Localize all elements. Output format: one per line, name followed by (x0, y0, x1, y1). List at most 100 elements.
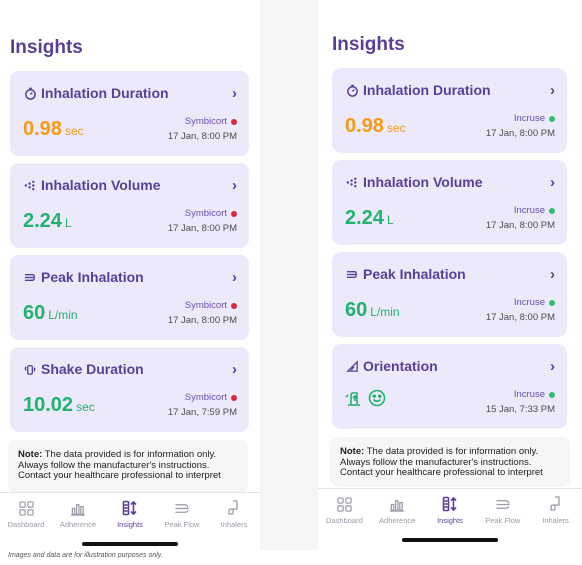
footnote: Images and data are for illustration pur… (8, 552, 163, 559)
status-dot (231, 118, 237, 125)
medication-name: Incruse (513, 113, 545, 124)
timestamp: 17 Jan, 8:00 PM (485, 220, 555, 231)
metric-value: 2.24 (23, 210, 62, 232)
phone-screen-left: Insights Inhalation Duration › 0.98 sec … (0, 0, 260, 550)
status-dot (231, 210, 237, 217)
card-peak-inhalation[interactable]: Peak Inhalation › 60 L/min Incruse 17 Ja… (332, 252, 567, 337)
card-peak-inhalation[interactable]: Peak Inhalation › 60 L/min Symbicort 17 … (10, 255, 249, 340)
card-inhalation-volume[interactable]: Inhalation Volume › 2.24 L Incruse 17 Ja… (332, 160, 567, 245)
stopwatch-icon (23, 86, 37, 100)
nav-inhalers[interactable]: Inhalers (208, 493, 260, 534)
chevron-right-icon[interactable]: › (232, 177, 237, 194)
card-title: Inhalation Volume (41, 177, 161, 193)
grid-icon (17, 499, 35, 517)
bar-chart-icon (388, 495, 406, 513)
card-title: Inhalation Duration (41, 85, 169, 101)
nav-dashboard[interactable]: Dashboard (0, 493, 52, 534)
inhaler-icon (225, 499, 243, 517)
metric-unit: sec (386, 121, 406, 135)
card-title: Inhalation Duration (363, 82, 491, 98)
status-dot (231, 302, 237, 309)
status-dot (549, 391, 555, 398)
inhaler-icon (547, 495, 565, 513)
card-inhalation-duration[interactable]: Inhalation Duration › 0.98 sec Symbicort… (10, 71, 249, 156)
metric-value: 0.98 (23, 118, 62, 140)
timestamp: 17 Jan, 8:00 PM (485, 312, 555, 323)
insights-icon (441, 495, 459, 513)
medication-name: Symbicort (184, 392, 227, 403)
home-indicator (402, 538, 498, 542)
shake-icon (23, 362, 37, 376)
chevron-right-icon[interactable]: › (550, 358, 555, 375)
page-title: Insights (332, 34, 405, 55)
card-inhalation-volume[interactable]: Inhalation Volume › 2.24 L Symbicort 17 … (10, 163, 249, 248)
disclaimer-note: Note: The data provided is for informati… (8, 440, 248, 493)
card-title: Inhalation Volume (363, 174, 483, 190)
dots-icon (23, 178, 37, 192)
metric-unit: L/min (370, 305, 400, 319)
medication-name: Incruse (513, 297, 545, 308)
stopwatch-icon (345, 83, 359, 97)
wind-icon (345, 267, 359, 281)
timestamp: 17 Jan, 8:00 PM (167, 223, 237, 234)
peak-flow-icon (173, 499, 191, 517)
card-shake-duration[interactable]: Shake Duration › 10.02 sec Symbicort 17 … (10, 347, 249, 432)
metric-unit: L/min (48, 308, 78, 322)
chevron-right-icon[interactable]: › (232, 269, 237, 286)
timestamp: 17 Jan, 8:00 PM (167, 131, 237, 142)
medication-name: Incruse (513, 205, 545, 216)
chevron-right-icon[interactable]: › (232, 361, 237, 378)
metric-unit: sec (76, 400, 95, 414)
smiley-icon (368, 389, 386, 412)
metric-value: 60 (23, 302, 46, 324)
timestamp: 17 Jan, 8:00 PM (167, 315, 237, 326)
nav-insights[interactable]: Insights (104, 493, 156, 534)
metric-value: 2.24 (345, 207, 384, 229)
metric-value: 60 (345, 299, 368, 321)
bar-chart-icon (69, 499, 87, 517)
metric-value: 10.02 (23, 394, 74, 416)
chevron-right-icon[interactable]: › (232, 85, 237, 102)
metric-unit: L (386, 213, 394, 227)
nav-dashboard[interactable]: Dashboard (318, 489, 371, 530)
medication-name: Symbicort (184, 300, 227, 311)
medication-name: Incruse (513, 389, 545, 400)
metric-value: 0.98 (345, 115, 384, 137)
home-indicator (82, 542, 178, 546)
page-title: Insights (10, 37, 83, 58)
dots-icon (345, 175, 359, 189)
bottom-nav: Dashboard Adherence Insights Peak Flow I… (318, 488, 582, 530)
chevron-right-icon[interactable]: › (550, 266, 555, 283)
nav-peak-flow[interactable]: Peak Flow (476, 489, 529, 530)
chevron-right-icon[interactable]: › (550, 82, 555, 99)
nav-adherence[interactable]: Adherence (371, 489, 424, 530)
card-orientation[interactable]: Orientation › Incruse 15 Jan, 7:33 PM (332, 344, 567, 429)
nav-peak-flow[interactable]: Peak Flow (156, 493, 208, 534)
nav-adherence[interactable]: Adherence (52, 493, 104, 534)
metric-unit: L (64, 216, 72, 230)
chevron-right-icon[interactable]: › (550, 174, 555, 191)
nav-insights[interactable]: Insights (424, 489, 477, 530)
bottom-nav: Dashboard Adherence Insights Peak Flow I… (0, 492, 260, 534)
nav-inhalers[interactable]: Inhalers (529, 489, 582, 530)
status-dot (549, 207, 555, 214)
timestamp: 17 Jan, 7:59 PM (167, 407, 237, 418)
card-title: Peak Inhalation (41, 269, 144, 285)
orientation-icon (345, 359, 359, 373)
insights-icon (121, 499, 139, 517)
disclaimer-note: Note: The data provided is for informati… (330, 437, 570, 487)
status-dot (549, 115, 555, 122)
grid-icon (335, 495, 353, 513)
wind-icon (23, 270, 37, 284)
inhaler-upright-icon (345, 389, 363, 412)
status-dot (231, 394, 237, 401)
metric-unit: sec (64, 124, 84, 138)
peak-flow-icon (494, 495, 512, 513)
card-title: Orientation (363, 358, 438, 374)
card-title: Peak Inhalation (363, 266, 466, 282)
card-title: Shake Duration (41, 361, 144, 377)
medication-name: Symbicort (184, 116, 227, 127)
timestamp: 17 Jan, 8:00 PM (485, 128, 555, 139)
card-inhalation-duration[interactable]: Inhalation Duration › 0.98 sec Incruse 1… (332, 68, 567, 153)
